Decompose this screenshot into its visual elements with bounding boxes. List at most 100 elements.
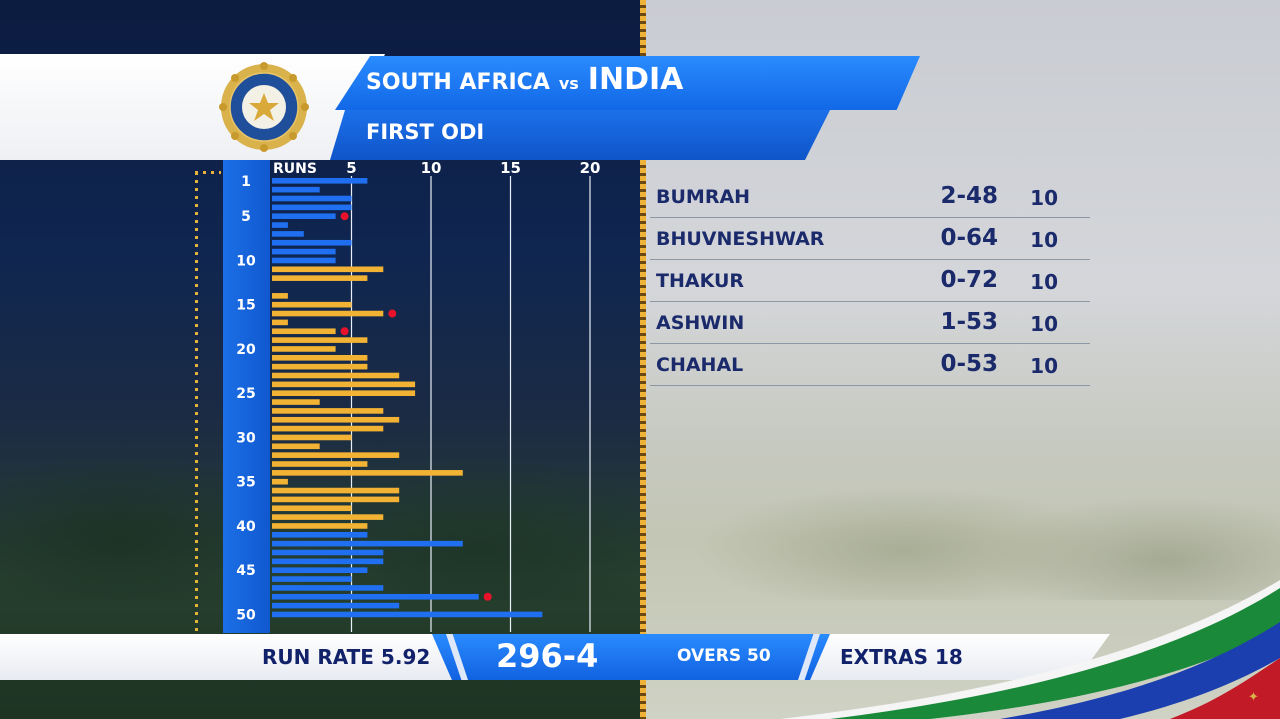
over-bar bbox=[272, 593, 479, 600]
over-label: 50 bbox=[236, 607, 256, 623]
over-bar bbox=[272, 319, 288, 326]
over-bar bbox=[272, 567, 368, 573]
overs-label: OVERS 50 bbox=[677, 646, 771, 666]
over-bar bbox=[272, 443, 320, 450]
dotted-guide-top bbox=[195, 171, 221, 174]
over-bar bbox=[272, 381, 416, 388]
over-bar bbox=[272, 204, 352, 211]
over-bar bbox=[272, 399, 320, 405]
x-tick-label: 10 bbox=[421, 159, 442, 177]
wicket-marker bbox=[340, 327, 349, 336]
header-subtitle-bar bbox=[330, 110, 830, 160]
over-bar bbox=[272, 195, 352, 202]
over-bar bbox=[272, 549, 384, 556]
bowler-name: THAKUR bbox=[656, 270, 745, 292]
bowler-figures: 2-48 bbox=[940, 183, 998, 209]
background-hills-right bbox=[645, 440, 1280, 600]
x-tick-label: 5 bbox=[346, 159, 356, 177]
bowler-row: BHUVNESHWAR 0-64 10 bbox=[650, 218, 1090, 260]
over-bar bbox=[272, 248, 336, 255]
over-label: 5 bbox=[241, 209, 251, 225]
over-bar bbox=[272, 239, 352, 246]
bowling-figures-table: BUMRAH 2-48 10 BHUVNESHWAR 0-64 10 THAKUR 0-72 1… bbox=[650, 176, 1090, 386]
vs-label: vs bbox=[558, 74, 579, 93]
over-bar bbox=[272, 496, 400, 503]
header-title-bar bbox=[335, 56, 920, 110]
over-bar bbox=[272, 363, 368, 370]
match-subtitle: FIRST ODI bbox=[366, 120, 485, 144]
header-white-panel bbox=[0, 54, 385, 160]
over-bar bbox=[272, 257, 336, 264]
flag-stripes-decoration bbox=[780, 580, 1280, 719]
over-label: 35 bbox=[236, 475, 255, 491]
bowler-overs: 10 bbox=[1030, 270, 1058, 294]
bowler-overs: 10 bbox=[1030, 312, 1058, 336]
over-bar bbox=[272, 523, 368, 529]
bowler-name: BHUVNESHWAR bbox=[656, 228, 825, 250]
over-label: 25 bbox=[236, 386, 255, 402]
bowler-overs: 10 bbox=[1030, 228, 1058, 252]
wicket-marker bbox=[340, 212, 349, 221]
run-rate-label: RUN RATE 5.92 bbox=[262, 645, 431, 669]
bowler-overs: 10 bbox=[1030, 186, 1058, 210]
wicket-marker bbox=[483, 592, 492, 601]
x-tick-label: 20 bbox=[580, 159, 601, 177]
over-bar bbox=[272, 293, 288, 299]
over-bar bbox=[272, 558, 384, 565]
bowler-row: ASHWIN 1-53 10 bbox=[650, 302, 1090, 344]
over-label: 10 bbox=[236, 253, 256, 269]
over-bar bbox=[272, 355, 368, 361]
over-bar bbox=[272, 328, 336, 335]
bowler-overs: 10 bbox=[1030, 354, 1058, 378]
over-bar bbox=[272, 372, 400, 379]
x-tick-label: 15 bbox=[500, 159, 521, 177]
bowler-figures: 0-72 bbox=[940, 267, 998, 293]
team1-name: SOUTH AFRICA bbox=[366, 70, 550, 95]
bowler-figures: 0-64 bbox=[940, 225, 998, 251]
bowler-name: CHAHAL bbox=[656, 354, 744, 376]
over-bar bbox=[272, 585, 384, 591]
extras-label: EXTRAS 18 bbox=[840, 645, 963, 669]
over-bar bbox=[272, 487, 400, 494]
over-bar bbox=[272, 470, 463, 476]
over-bar bbox=[272, 540, 463, 547]
over-label: 30 bbox=[236, 430, 256, 446]
over-label: 1 bbox=[241, 174, 251, 190]
over-bar bbox=[272, 178, 368, 184]
over-bar bbox=[272, 275, 368, 281]
over-bar bbox=[272, 390, 416, 396]
bowler-figures: 1-53 bbox=[940, 309, 998, 335]
over-bar bbox=[272, 301, 352, 308]
panel-divider bbox=[640, 0, 646, 719]
over-bar bbox=[272, 416, 400, 423]
over-bar bbox=[272, 434, 352, 441]
total-score: 296-4 bbox=[496, 637, 599, 675]
over-bar bbox=[272, 266, 384, 273]
over-bar bbox=[272, 532, 368, 538]
over-bar bbox=[272, 602, 400, 609]
x-axis-label: RUNS bbox=[273, 161, 317, 177]
over-bar bbox=[272, 576, 352, 582]
over-number-column bbox=[223, 160, 270, 633]
over-label: 45 bbox=[236, 563, 255, 579]
over-bar bbox=[272, 408, 384, 414]
over-bar bbox=[272, 346, 336, 352]
bowler-row: BUMRAH 2-48 10 bbox=[650, 176, 1090, 218]
over-bar bbox=[272, 310, 384, 317]
broadcaster-mark-icon: ✦ bbox=[1248, 690, 1259, 705]
over-bar bbox=[272, 222, 288, 228]
over-bar bbox=[272, 231, 304, 237]
over-bar bbox=[272, 452, 400, 458]
over-bar bbox=[272, 505, 352, 512]
over-bar bbox=[272, 461, 368, 467]
bowler-name: ASHWIN bbox=[656, 312, 745, 334]
bowler-row: CHAHAL 0-53 10 bbox=[650, 344, 1090, 386]
over-bar bbox=[272, 425, 384, 432]
over-bar bbox=[272, 186, 320, 193]
wicket-marker bbox=[388, 309, 397, 318]
team2-name: INDIA bbox=[587, 62, 684, 97]
over-label: 15 bbox=[236, 298, 255, 314]
bowler-figures: 0-53 bbox=[940, 351, 998, 377]
score-panel bbox=[432, 634, 830, 680]
